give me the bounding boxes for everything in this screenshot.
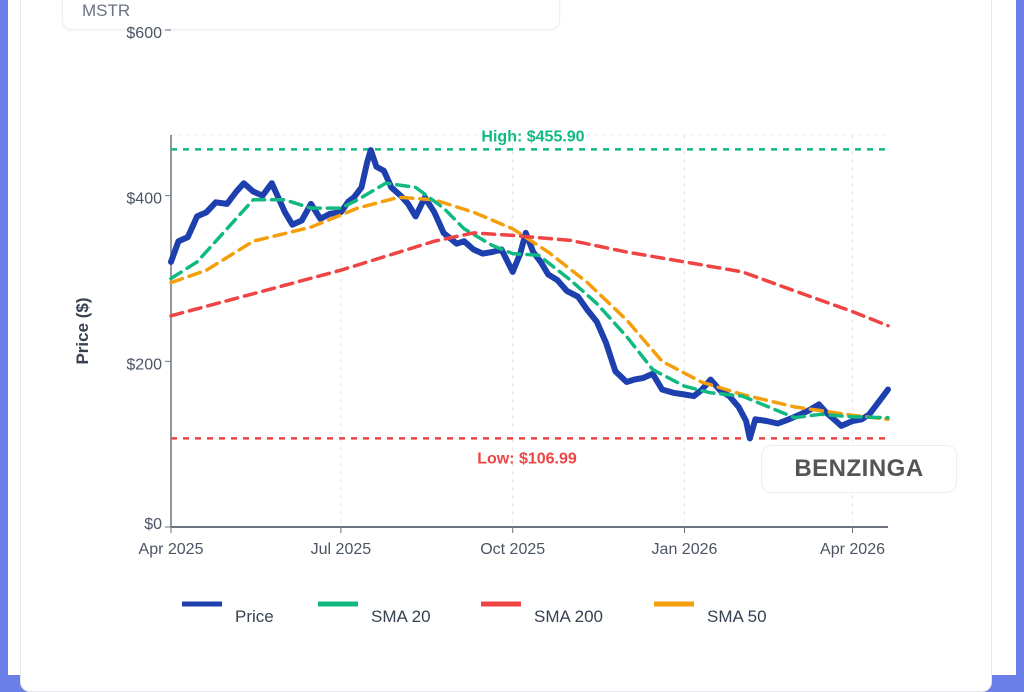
y-tick-label: $200 xyxy=(126,356,162,373)
y-axis-label: Price ($) xyxy=(73,297,92,364)
benzinga-watermark: BENZINGA xyxy=(761,445,957,493)
price-chart: $0 $200 $400 $600 Apr 2025 Jul 2025 Oct 2025 Ja… xyxy=(73,25,891,626)
high-label: High: $455.90 xyxy=(481,128,584,145)
series-sma-200 xyxy=(169,231,890,328)
y-tick-label: $600 xyxy=(126,25,162,42)
ticker-symbol: MSTR xyxy=(82,1,131,20)
x-tick-label: Apr 2025 xyxy=(139,541,204,558)
legend-label: SMA 50 xyxy=(707,607,767,626)
x-tick-label: Oct 2025 xyxy=(480,541,545,558)
legend-label: SMA 200 xyxy=(534,607,603,626)
chart-card xyxy=(20,0,992,692)
series-sma-50 xyxy=(169,195,890,422)
watermark-text: BENZINGA xyxy=(794,455,924,482)
legend-label: Price xyxy=(235,607,274,626)
x-tick-label: Jan 2026 xyxy=(652,541,718,558)
series-price xyxy=(168,147,891,442)
y-tick-label: $400 xyxy=(126,191,162,208)
legend-label: SMA 20 xyxy=(371,607,431,626)
ticker-header xyxy=(62,0,560,30)
series-sma-20 xyxy=(169,181,890,420)
y-tick-label: $0 xyxy=(144,516,162,533)
x-tick-label: Jul 2025 xyxy=(311,541,372,558)
x-tick-label: Apr 2026 xyxy=(820,541,885,558)
low-label: Low: $106.99 xyxy=(477,450,577,467)
